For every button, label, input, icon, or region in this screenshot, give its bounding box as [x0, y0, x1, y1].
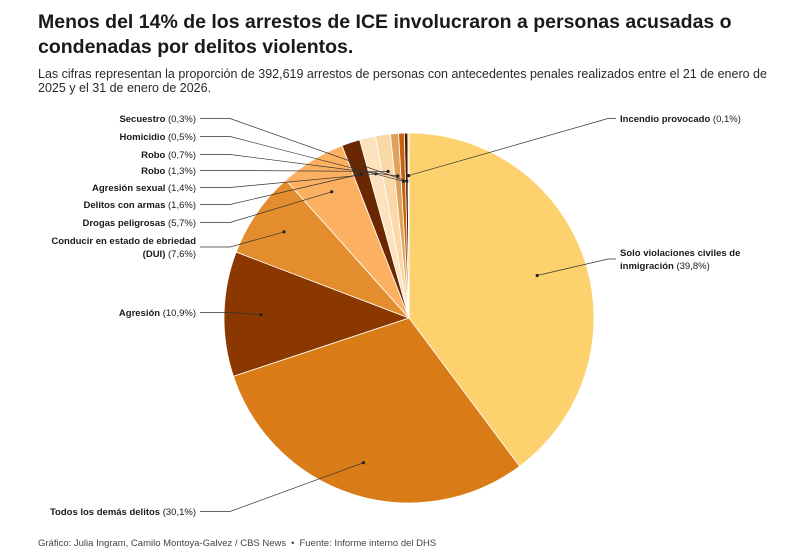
label-percent: (5,7%)	[165, 218, 196, 229]
label-percent: (1,4%)	[165, 183, 196, 194]
pie-slice	[408, 132, 595, 467]
slice-label: Conducir en estado de ebriedad (DUI) (7,6…	[51, 236, 196, 260]
slice-label: Robo (1,3%)	[141, 166, 196, 177]
label-name: Delitos con armas	[84, 200, 166, 211]
label-line: Robo (0,7%)	[141, 150, 196, 161]
label-name: Homicidio	[119, 132, 165, 143]
slice-label: Incendio provocado (0,1%)	[620, 114, 741, 125]
label-line: Agresión sexual (1,4%)	[92, 183, 196, 194]
chart-footer: Gráfico: Julia Ingram, Camilo Montoya-Ga…	[38, 538, 436, 549]
leader-dot	[386, 169, 390, 174]
label-name: Secuestro	[119, 114, 165, 125]
label-percent: (30,1%)	[160, 507, 196, 518]
label-name: Robo	[141, 150, 165, 161]
label-line: Delitos con armas (1,6%)	[84, 200, 196, 211]
source-text: Fuente: Informe interno del DHS	[299, 538, 437, 549]
slice-label: Robo (0,7%)	[141, 150, 196, 161]
label-percent: (10,9%)	[160, 308, 196, 319]
label-line: Agresión (10,9%)	[119, 308, 196, 319]
credit-text: Gráfico: Julia Ingram, Camilo Montoya-Ga…	[38, 538, 287, 549]
pie-slice	[407, 132, 410, 319]
leader-dot	[396, 174, 400, 178]
label-name: Robo	[141, 166, 165, 177]
label-line: Drogas peligrosas (5,7%)	[82, 218, 196, 229]
label-percent: (7,6%)	[165, 249, 196, 260]
leader-dot	[405, 179, 409, 183]
label-line: Conducir en estado de ebriedad	[51, 236, 196, 247]
label-line: Todos los demás delitos (30,1%)	[50, 507, 196, 518]
label-line: Robo (1,3%)	[141, 166, 196, 177]
label-percent: (0,5%)	[165, 132, 196, 143]
label-line: (DUI) (7,6%)	[143, 249, 196, 260]
label-line: Solo violaciones civiles de	[620, 248, 740, 259]
slice-label: Agresión (10,9%)	[119, 308, 196, 319]
label-name: Todos los demás delitos	[50, 507, 160, 518]
label-name: Agresión sexual	[92, 183, 165, 194]
label-percent: (1,3%)	[165, 166, 196, 177]
leader-dot	[259, 313, 263, 317]
label-line: inmigración (39,8%)	[620, 261, 710, 272]
label-name: (DUI)	[143, 249, 166, 260]
slice-label: Delitos con armas (1,6%)	[84, 200, 196, 211]
label-name: Agresión	[119, 308, 160, 319]
leader-lines	[200, 118, 616, 512]
label-line: Incendio provocado (0,1%)	[620, 114, 741, 125]
slice-label: Solo violaciones civiles de inmigración (…	[620, 248, 740, 272]
slice-label: Todos los demás delitos (30,1%)	[50, 507, 196, 518]
slice-labels: Solo violaciones civiles de inmigración (…	[50, 114, 741, 518]
label-line: Secuestro (0,3%)	[119, 114, 196, 125]
label-name: Solo violaciones civiles de	[620, 248, 740, 259]
leader-line	[200, 136, 404, 182]
label-percent: (0,1%)	[710, 114, 741, 125]
footer-separator: •	[291, 538, 295, 549]
leader-line	[200, 173, 376, 188]
leader-line	[200, 312, 262, 316]
leader-dot	[330, 190, 334, 194]
pie-slices	[223, 132, 595, 504]
leader-line	[537, 258, 616, 276]
leader-line	[200, 462, 364, 512]
leader-line	[200, 154, 398, 177]
leader-dot	[535, 273, 539, 278]
pie-slice	[232, 317, 521, 504]
leader-line	[200, 170, 389, 172]
pie-slice	[223, 251, 411, 377]
chart-title: Menos del 14% de los arrestos de ICE inv…	[38, 11, 732, 58]
leader-dot	[282, 230, 286, 234]
label-line: Homicidio (0,5%)	[119, 132, 196, 143]
label-name: inmigración	[620, 261, 674, 272]
label-name: Conducir en estado de ebriedad	[51, 236, 196, 247]
label-name: Drogas peligrosas	[82, 218, 165, 229]
leader-line	[200, 173, 362, 205]
label-name: Incendio provocado	[620, 114, 710, 125]
label-percent: (0,7%)	[165, 150, 196, 161]
chart-subtitle: Las cifras representan la proporción de …	[38, 67, 767, 95]
leader-dot	[407, 174, 411, 178]
slice-label: Agresión sexual (1,4%)	[92, 183, 196, 194]
label-percent: (39,8%)	[674, 261, 710, 272]
leader-line	[408, 118, 616, 176]
leader-line	[200, 231, 285, 248]
leader-line	[200, 191, 332, 223]
slice-label: Drogas peligrosas (5,7%)	[82, 218, 196, 229]
leader-line	[200, 118, 407, 182]
label-percent: (1,6%)	[165, 200, 196, 211]
leader-dot	[361, 461, 366, 465]
slice-label: Secuestro (0,3%)	[119, 114, 196, 125]
slice-label: Homicidio (0,5%)	[119, 132, 196, 143]
label-percent: (0,3%)	[165, 114, 196, 125]
